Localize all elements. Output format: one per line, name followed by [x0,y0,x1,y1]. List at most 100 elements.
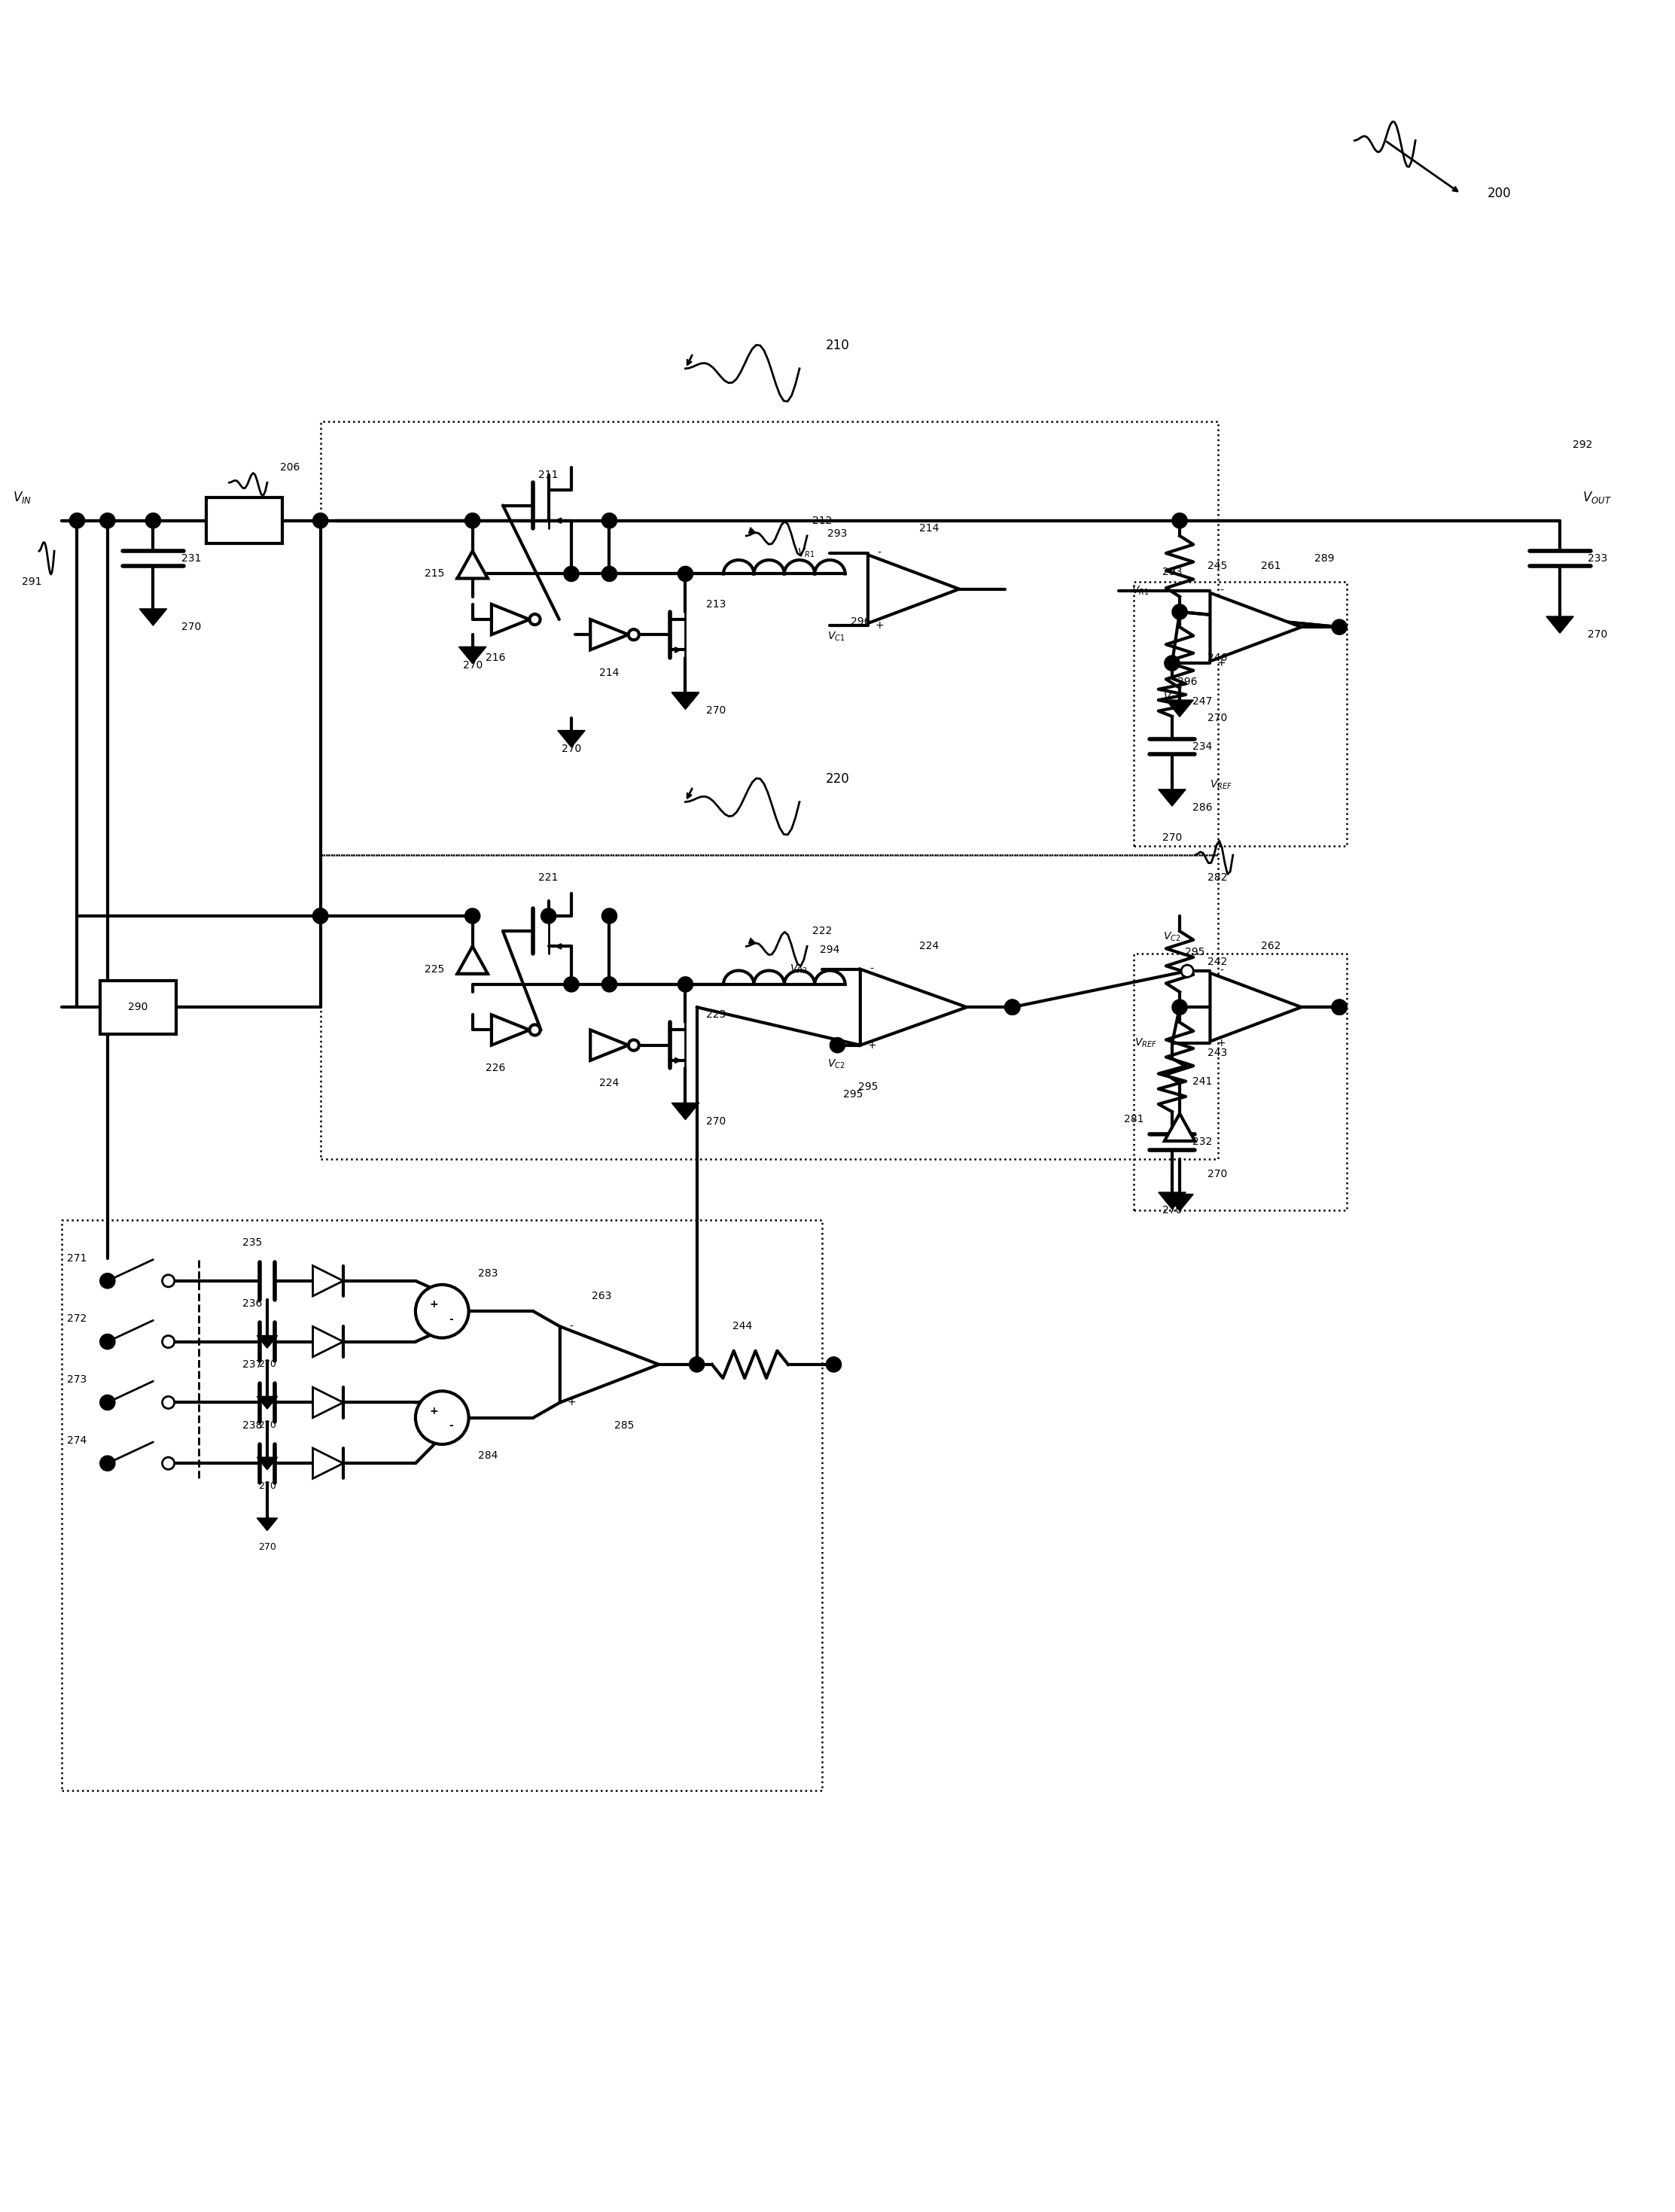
Polygon shape [491,604,529,635]
Circle shape [601,909,616,925]
Circle shape [1172,604,1188,619]
Polygon shape [590,619,628,650]
Text: $V_{REF}$: $V_{REF}$ [1209,779,1233,792]
Text: 273: 273 [67,1374,87,1385]
Text: $V_{C2}$: $V_{C2}$ [1162,931,1181,942]
Circle shape [102,1274,114,1287]
Polygon shape [672,1104,698,1119]
Text: 237: 237 [243,1358,261,1369]
Text: -: - [878,549,881,557]
Polygon shape [313,1387,343,1418]
Circle shape [146,513,161,529]
Polygon shape [672,692,698,710]
Text: 221: 221 [539,874,558,883]
Polygon shape [559,1327,658,1402]
Text: 293: 293 [1162,566,1183,577]
Circle shape [529,1024,539,1035]
Circle shape [466,513,481,529]
Circle shape [1005,1000,1020,1015]
Polygon shape [256,1336,278,1347]
Text: 214: 214 [600,668,620,677]
Circle shape [564,566,580,582]
Text: 262: 262 [1261,940,1281,951]
Text: 270: 270 [1208,1170,1228,1179]
Text: 231: 231 [181,553,201,564]
Polygon shape [1209,593,1301,661]
Circle shape [102,1458,114,1469]
Text: 281: 281 [1124,1115,1144,1124]
Text: 285: 285 [615,1420,635,1431]
Text: 215: 215 [424,568,444,580]
Text: +: + [1218,657,1226,668]
Text: 236: 236 [243,1298,261,1310]
Polygon shape [868,555,960,624]
Text: 270: 270 [258,1360,276,1369]
Circle shape [831,1040,844,1051]
Text: +: + [874,619,884,630]
Circle shape [529,615,539,624]
Text: 270: 270 [705,1115,725,1126]
Polygon shape [1164,1113,1194,1141]
Polygon shape [558,730,585,748]
Text: 270: 270 [1162,1206,1183,1217]
Text: 270: 270 [1588,630,1608,639]
Text: 206: 206 [280,462,300,473]
Circle shape [564,978,580,991]
Polygon shape [590,1031,628,1060]
Circle shape [100,1274,116,1287]
Text: 261: 261 [1261,562,1281,571]
Text: 247: 247 [1193,697,1213,706]
Circle shape [100,1455,116,1471]
Polygon shape [313,1265,343,1296]
Polygon shape [1159,1192,1186,1210]
Text: 200: 200 [1487,188,1511,201]
Circle shape [1164,655,1179,670]
Text: 289: 289 [1315,553,1335,564]
Text: 296: 296 [1178,677,1198,688]
Text: $V_{OUT}$: $V_{OUT}$ [1583,491,1611,504]
Text: +: + [566,1398,576,1407]
Circle shape [466,909,481,925]
Polygon shape [1166,1194,1193,1210]
Text: 290: 290 [127,1002,147,1013]
Text: 270: 270 [705,706,725,717]
Text: 295: 295 [843,1088,863,1099]
Text: 233: 233 [1588,553,1608,564]
Circle shape [102,1396,114,1409]
Text: $V_{R2}$: $V_{R2}$ [789,962,807,975]
Bar [100,980,176,1033]
Text: 224: 224 [600,1077,620,1088]
Circle shape [313,513,328,529]
Text: 291: 291 [22,575,42,586]
Text: 270: 270 [1162,832,1183,843]
Polygon shape [1159,790,1186,805]
Text: 234: 234 [1193,741,1213,752]
Text: 296: 296 [851,617,871,626]
Text: -: - [869,964,874,975]
Text: 242: 242 [1208,956,1228,967]
Polygon shape [139,608,168,626]
Circle shape [1332,619,1347,635]
Text: 245: 245 [1208,562,1228,571]
Circle shape [162,1274,174,1287]
Text: +: + [430,1298,439,1310]
Polygon shape [256,1517,278,1531]
Text: 220: 220 [826,772,849,785]
Circle shape [1332,1000,1347,1015]
Text: 295: 295 [858,1082,878,1093]
Text: 211: 211 [539,469,558,480]
Text: 223: 223 [705,1009,725,1020]
Text: $V_{R1}$: $V_{R1}$ [1132,584,1149,597]
Circle shape [100,513,116,529]
Bar [206,498,283,544]
Text: 293: 293 [827,529,848,540]
Text: 212: 212 [812,515,832,526]
Text: +: + [430,1407,439,1416]
Text: 213: 213 [705,599,725,611]
Circle shape [162,1336,174,1347]
Text: 295: 295 [1184,947,1204,958]
Circle shape [415,1391,469,1444]
Text: 271: 271 [67,1252,87,1263]
Circle shape [100,1334,116,1349]
Circle shape [678,566,693,582]
